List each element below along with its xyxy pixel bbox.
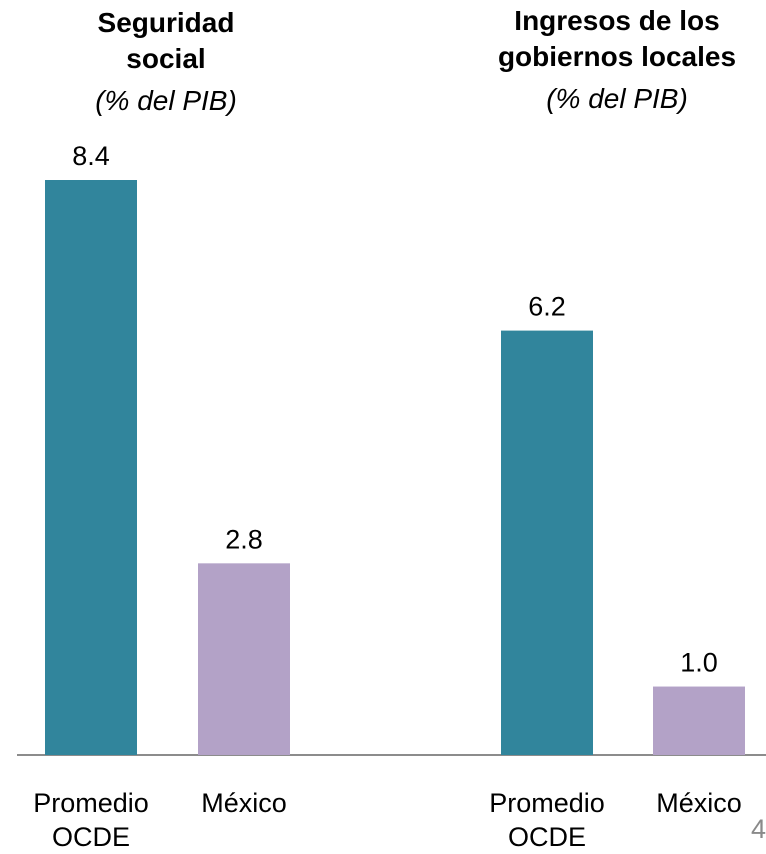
chart-2-title-line-1: Ingresos de los [514, 5, 719, 36]
data-label-chart2-promedio-ocde: 6.2 [528, 292, 566, 322]
bar-chart2-mexico [653, 686, 745, 755]
bar-chart2-promedio-ocde [501, 330, 593, 755]
category-label-chart1-promedio-ocde-line-1: Promedio [33, 788, 149, 818]
category-label-chart2-promedio-ocde-line-2: OCDE [508, 822, 586, 852]
chart-1-title-line-1: Seguridad [98, 7, 235, 38]
category-label-chart1-promedio-ocde-line-2: OCDE [52, 822, 130, 852]
category-label-chart2-promedio-ocde-line-1: Promedio [489, 788, 605, 818]
data-label-chart2-mexico: 1.0 [680, 648, 718, 678]
chart-2-title-line-2: gobiernos locales [498, 41, 736, 72]
chart-1-subtitle: (% del PIB) [95, 85, 237, 116]
chart-2-subtitle: (% del PIB) [546, 83, 688, 114]
page-number: 4 [751, 814, 766, 844]
category-label-chart1-mexico: México [201, 788, 287, 818]
chart-1-title-line-2: social [126, 43, 205, 74]
bar-chart1-mexico [198, 563, 290, 755]
data-label-chart1-promedio-ocde: 8.4 [72, 141, 110, 171]
chart-marks: 8.4 Promedio OCDE 2.8 México 6.2 Promedio OCDE 1… [33, 141, 745, 852]
category-label-chart2-mexico: México [656, 788, 742, 818]
data-label-chart1-mexico: 2.8 [225, 524, 263, 554]
bar-chart1-promedio-ocde [45, 180, 137, 755]
